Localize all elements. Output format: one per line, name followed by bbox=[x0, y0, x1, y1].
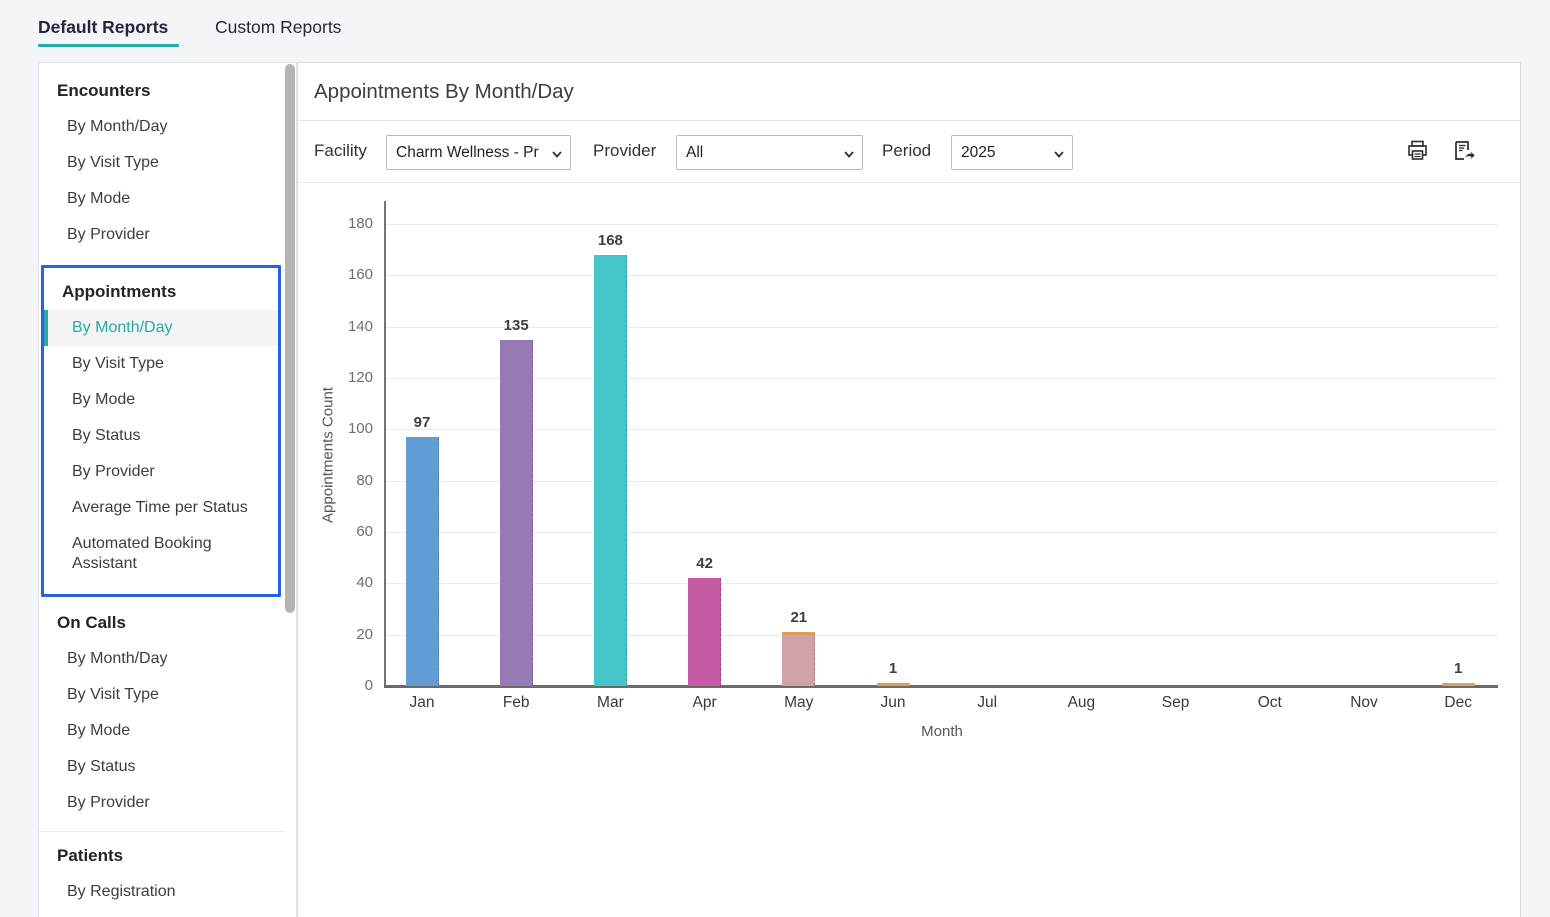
x-axis-title: Month bbox=[921, 723, 963, 740]
y-axis-line bbox=[384, 201, 386, 686]
ytick-0: 0 bbox=[318, 677, 373, 694]
bar-value-apr: 42 bbox=[696, 555, 713, 572]
y-axis-title: Appointments Count bbox=[320, 387, 337, 523]
sidebar-item-encounters-by-mode[interactable]: By Mode bbox=[39, 181, 285, 217]
sidebar-section-patients: PatientsBy RegistrationBy DemographicsBy… bbox=[39, 831, 285, 917]
chevron-down-icon bbox=[1053, 148, 1065, 160]
gridline-40 bbox=[385, 583, 1498, 584]
sidebar-item-on-calls-by-provider[interactable]: By Provider bbox=[39, 785, 285, 821]
sidebar-item-appointments-automated-booking-assistant[interactable]: Automated Booking Assistant bbox=[44, 526, 278, 582]
sidebar-item-appointments-average-time-per-status[interactable]: Average Time per Status bbox=[44, 490, 278, 526]
chevron-down-icon bbox=[551, 148, 563, 160]
active-tab-underline bbox=[38, 44, 179, 47]
xtick-apr: Apr bbox=[693, 694, 717, 712]
tab-custom-reports[interactable]: Custom Reports bbox=[215, 17, 341, 38]
sidebar-item-appointments-by-mode[interactable]: By Mode bbox=[44, 382, 278, 418]
ytick-40: 40 bbox=[318, 574, 373, 591]
provider-select-value: All bbox=[686, 144, 703, 162]
xtick-jan: Jan bbox=[410, 694, 435, 712]
gridline-180 bbox=[385, 224, 1498, 225]
ytick-20: 20 bbox=[318, 626, 373, 643]
tab-default-reports[interactable]: Default Reports bbox=[38, 17, 168, 38]
xtick-may: May bbox=[784, 694, 813, 712]
sidebar-section-encounters: EncountersBy Month/DayBy Visit TypeBy Mo… bbox=[39, 67, 285, 263]
x-axis-line bbox=[384, 685, 1498, 688]
bar-value-jun: 1 bbox=[889, 660, 897, 677]
reports-sidebar: EncountersBy Month/DayBy Visit TypeBy Mo… bbox=[38, 62, 297, 917]
section-title-appointments: Appointments bbox=[44, 272, 278, 310]
xtick-mar: Mar bbox=[597, 694, 624, 712]
sidebar-section-appointments: AppointmentsBy Month/DayBy Visit TypeBy … bbox=[41, 265, 281, 597]
xtick-jul: Jul bbox=[977, 694, 997, 712]
export-icon[interactable] bbox=[1453, 140, 1475, 161]
period-select-value: 2025 bbox=[961, 144, 995, 162]
bar-value-mar: 168 bbox=[598, 232, 623, 249]
bar-value-feb: 135 bbox=[504, 317, 529, 334]
ytick-180: 180 bbox=[318, 215, 373, 232]
print-icon[interactable] bbox=[1407, 140, 1428, 161]
xtick-jun: Jun bbox=[881, 694, 906, 712]
gridline-80 bbox=[385, 481, 1498, 482]
ytick-160: 160 bbox=[318, 266, 373, 283]
gridline-60 bbox=[385, 532, 1498, 533]
bar-jun bbox=[877, 683, 910, 686]
xtick-nov: Nov bbox=[1350, 694, 1378, 712]
period-label: Period bbox=[882, 141, 931, 161]
facility-select-value: Charm Wellness - Pr bbox=[396, 144, 539, 162]
xtick-aug: Aug bbox=[1068, 694, 1096, 712]
gridline-160 bbox=[385, 275, 1498, 276]
filter-row: Facility Charm Wellness - Pr Provider Al… bbox=[298, 121, 1520, 183]
gridline-120 bbox=[385, 378, 1498, 379]
bar-feb bbox=[500, 340, 533, 687]
xtick-dec: Dec bbox=[1444, 694, 1472, 712]
sidebar-item-encounters-by-provider[interactable]: By Provider bbox=[39, 217, 285, 253]
page-title: Appointments By Month/Day bbox=[314, 80, 574, 104]
ytick-60: 60 bbox=[318, 523, 373, 540]
ytick-140: 140 bbox=[318, 318, 373, 335]
bar-dec bbox=[1442, 683, 1475, 686]
appointments-bar-chart: 02040608010012014016018097Jan135Feb168Ma… bbox=[298, 183, 1520, 917]
top-tab-bar: Default Reports Custom Reports bbox=[0, 0, 1550, 62]
sidebar-item-patients-by-registration[interactable]: By Registration bbox=[39, 874, 285, 910]
sidebar-scrollbar-thumb[interactable] bbox=[285, 64, 295, 613]
report-toolbar bbox=[1407, 140, 1475, 161]
bar-value-dec: 1 bbox=[1454, 660, 1462, 677]
bar-may bbox=[782, 632, 815, 686]
gridline-100 bbox=[385, 429, 1498, 430]
sidebar-item-encounters-by-visit-type[interactable]: By Visit Type bbox=[39, 145, 285, 181]
gridline-20 bbox=[385, 635, 1498, 636]
sidebar-section-on-calls: On CallsBy Month/DayBy Visit TypeBy Mode… bbox=[39, 599, 285, 831]
sidebar-item-on-calls-by-mode[interactable]: By Mode bbox=[39, 713, 285, 749]
xtick-feb: Feb bbox=[503, 694, 530, 712]
provider-label: Provider bbox=[593, 141, 656, 161]
report-title-row: Appointments By Month/Day bbox=[298, 63, 1520, 121]
ytick-120: 120 bbox=[318, 369, 373, 386]
bar-mar bbox=[594, 255, 627, 686]
sidebar-item-appointments-by-status[interactable]: By Status bbox=[44, 418, 278, 454]
sidebar-item-appointments-by-month-day[interactable]: By Month/Day bbox=[44, 310, 278, 346]
gridline-140 bbox=[385, 327, 1498, 328]
bar-value-jan: 97 bbox=[414, 414, 431, 431]
xtick-oct: Oct bbox=[1258, 694, 1282, 712]
bar-value-may: 21 bbox=[790, 609, 807, 626]
sidebar-item-on-calls-by-month-day[interactable]: By Month/Day bbox=[39, 641, 285, 677]
sidebar-item-appointments-by-visit-type[interactable]: By Visit Type bbox=[44, 346, 278, 382]
chevron-down-icon bbox=[843, 148, 855, 160]
facility-label: Facility bbox=[314, 141, 367, 161]
facility-select[interactable]: Charm Wellness - Pr bbox=[386, 135, 571, 170]
period-select[interactable]: 2025 bbox=[951, 135, 1073, 170]
section-title-patients: Patients bbox=[39, 836, 285, 874]
bar-apr bbox=[688, 578, 721, 686]
xtick-sep: Sep bbox=[1162, 694, 1190, 712]
sidebar-item-appointments-by-provider[interactable]: By Provider bbox=[44, 454, 278, 490]
report-main-panel: Appointments By Month/Day Facility Charm… bbox=[297, 62, 1521, 917]
section-title-on-calls: On Calls bbox=[39, 603, 285, 641]
section-title-encounters: Encounters bbox=[39, 71, 285, 109]
sidebar-item-encounters-by-month-day[interactable]: By Month/Day bbox=[39, 109, 285, 145]
bar-jan bbox=[406, 437, 439, 686]
sidebar-item-on-calls-by-visit-type[interactable]: By Visit Type bbox=[39, 677, 285, 713]
provider-select[interactable]: All bbox=[676, 135, 863, 170]
sidebar-item-patients-by-demographics[interactable]: By Demographics bbox=[39, 910, 285, 917]
sidebar-item-on-calls-by-status[interactable]: By Status bbox=[39, 749, 285, 785]
